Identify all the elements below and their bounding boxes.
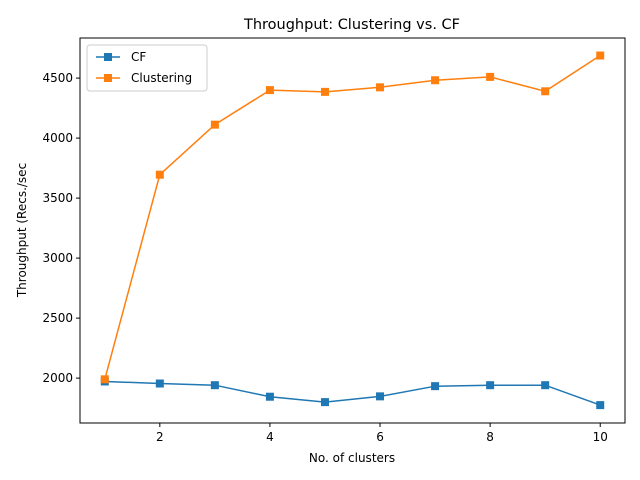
data-point-clustering xyxy=(486,72,495,81)
x-axis-label: No. of clusters xyxy=(309,451,395,465)
x-tick-label: 10 xyxy=(593,430,608,444)
data-point-cf xyxy=(320,398,329,407)
chart-title: Throughput: Clustering vs. CF xyxy=(243,17,460,33)
data-point-cf xyxy=(486,381,495,390)
data-point-clustering xyxy=(596,51,605,60)
data-point-cf xyxy=(210,381,219,390)
y-tick-label: 2500 xyxy=(42,311,73,325)
legend-label-clustering: Clustering xyxy=(131,71,192,85)
data-point-clustering xyxy=(265,86,274,95)
data-point-cf xyxy=(596,401,605,410)
y-tick-label: 4500 xyxy=(42,71,73,85)
y-axis: 2000 2500 3000 3500 4000 4500 xyxy=(42,71,80,385)
y-tick-label: 4000 xyxy=(42,131,73,145)
x-tick-label: 4 xyxy=(266,430,274,444)
x-axis: 2 4 6 8 10 xyxy=(156,423,608,444)
data-point-clustering xyxy=(100,375,109,384)
series-line-cf xyxy=(104,380,601,406)
series-layer xyxy=(100,51,605,410)
x-tick-label: 6 xyxy=(376,430,384,444)
data-point-cf xyxy=(541,381,550,390)
y-tick-label: 3000 xyxy=(42,251,73,265)
data-point-cf xyxy=(155,379,164,388)
data-point-clustering xyxy=(210,120,219,129)
data-point-clustering xyxy=(431,76,440,85)
y-tick-label: 3500 xyxy=(42,191,73,205)
data-point-cf xyxy=(431,382,440,391)
data-point-clustering xyxy=(541,87,550,96)
data-point-clustering xyxy=(376,83,385,92)
series-line-clustering xyxy=(104,54,601,380)
data-point-clustering xyxy=(155,170,164,179)
data-point-cf xyxy=(265,392,274,401)
legend: CF Clustering xyxy=(86,44,208,92)
legend-marker-cf xyxy=(104,53,112,61)
data-point-cf xyxy=(376,392,385,401)
y-tick-label: 2000 xyxy=(42,371,73,385)
legend-marker-clustering xyxy=(104,74,112,82)
x-tick-label: 8 xyxy=(486,430,494,444)
plot-frame xyxy=(79,37,626,424)
y-axis-label: Throughput (Recs./sec xyxy=(15,163,29,298)
x-tick-label: 2 xyxy=(156,430,164,444)
legend-label-cf: CF xyxy=(131,50,146,64)
data-point-clustering xyxy=(320,87,329,96)
plot-area xyxy=(79,37,626,424)
